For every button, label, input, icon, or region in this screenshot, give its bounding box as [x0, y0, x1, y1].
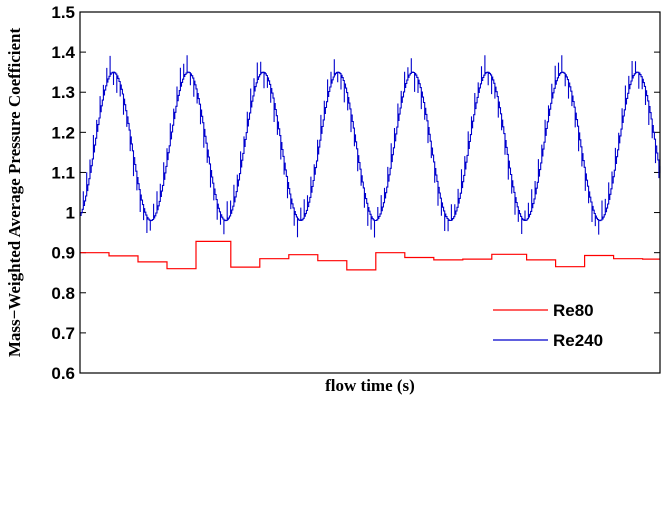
y-tick-label: 0.8 [51, 284, 75, 303]
legend-label-re240: Re240 [553, 331, 603, 350]
y-tick-label: 1.1 [51, 163, 75, 182]
series-line-re80 [80, 240, 660, 271]
plot-area-frame [79, 11, 661, 374]
y-tick-label: 1.2 [51, 123, 75, 142]
x-axis-label: flow time (s) [325, 376, 415, 395]
y-tick-label: 1.4 [51, 43, 75, 62]
y-tick-label: 1.5 [51, 3, 75, 22]
series-line-re240 [80, 55, 661, 238]
legend-label-re80: Re80 [553, 301, 594, 320]
y-tick-label: 0.7 [51, 324, 75, 343]
y-tick-label: 1 [66, 204, 75, 223]
y-tick-label: 0.6 [51, 364, 75, 383]
y-axis-tick-labels: 0.6 0.7 0.8 0.9 1 1.1 1.2 1.3 1.4 1.5 [51, 3, 75, 383]
legend: Re80 Re240 [493, 301, 603, 350]
y-tick-label: 0.9 [51, 244, 75, 263]
y-axis-label: Mass−Weighted Average Pressure Coefficie… [5, 28, 24, 358]
y-tick-label: 1.3 [51, 83, 75, 102]
